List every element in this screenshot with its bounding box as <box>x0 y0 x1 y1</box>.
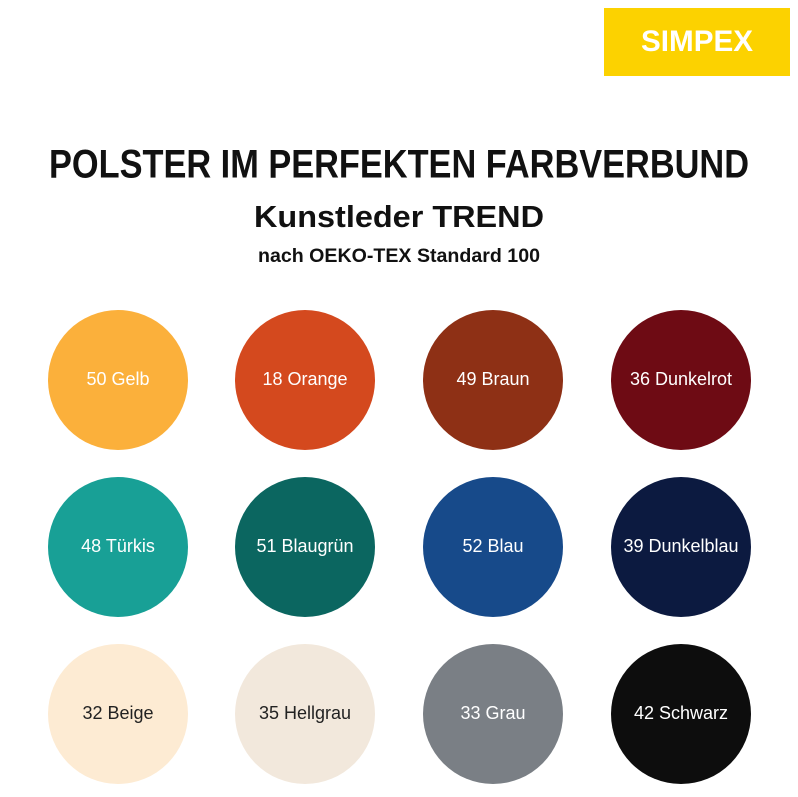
swatch-label: 51 Blaugrün <box>256 536 353 556</box>
swatch <box>48 477 188 617</box>
swatch-label: 48 Türkis <box>81 536 155 556</box>
swatch-label: 35 Hellgrau <box>259 703 351 723</box>
title: POLSTER IM PERFEKTEN FARBVERBUND <box>49 143 749 187</box>
swatch <box>235 310 375 450</box>
swatch <box>235 644 375 784</box>
swatch-label: 39 Dunkelblau <box>623 536 738 556</box>
swatch-label: 49 Braun <box>456 369 529 389</box>
swatch <box>48 310 188 450</box>
logo-box <box>604 8 790 76</box>
swatch-grid: 50 Gelb 18 Orange 49 Braun 36 Dunkelrot 48 T… <box>48 310 751 784</box>
swatch <box>611 644 751 784</box>
swatch <box>423 644 563 784</box>
swatch-label: 32 Beige <box>82 703 153 723</box>
logo: SIMPEX <box>641 25 753 58</box>
swatch-label: 18 Orange <box>262 369 347 389</box>
swatch <box>611 310 751 450</box>
swatch-label: 50 Gelb <box>86 369 149 389</box>
swatch-label: 36 Dunkelrot <box>630 369 732 389</box>
note: nach OEKO-TEX Standard 100 <box>258 246 540 267</box>
swatch <box>423 477 563 617</box>
swatch <box>235 477 375 617</box>
swatch <box>611 477 751 617</box>
swatch-label: 42 Schwarz <box>634 703 728 723</box>
swatch-label: 33 Grau <box>460 703 525 723</box>
subtitle: Kunstleder TREND <box>254 199 544 234</box>
swatch <box>48 644 188 784</box>
swatch <box>423 310 563 450</box>
swatch-label: 52 Blau <box>462 536 523 556</box>
